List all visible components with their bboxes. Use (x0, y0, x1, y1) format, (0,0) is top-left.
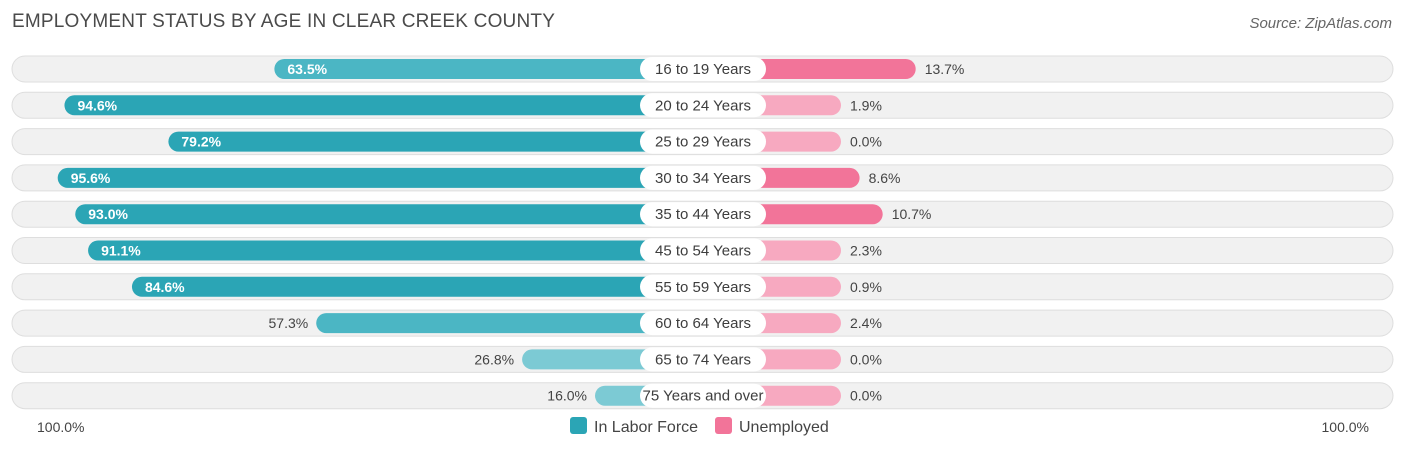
category-label: 35 to 44 Years (655, 206, 751, 223)
value-label-labor-force: 94.6% (77, 97, 117, 113)
value-label-labor-force: 79.2% (181, 134, 221, 150)
bar-labor-force-45-to-54-years (88, 240, 703, 261)
category-label: 30 to 34 Years (655, 170, 751, 187)
category-label-bg (640, 274, 766, 299)
chart-row-35-to-44-years: 35 to 44 Years 93.0% 10.7% (11, 200, 1394, 228)
chart-row-30-to-34-years: 30 to 34 Years 95.6% 8.6% (11, 164, 1394, 192)
value-label-labor-force: 57.3% (269, 315, 309, 331)
chart-row-16-to-19-years: 16 to 19 Years 63.5% 13.7% (11, 55, 1394, 83)
value-label-labor-force: 26.8% (474, 351, 514, 367)
chart-title: EMPLOYMENT STATUS BY AGE IN CLEAR CREEK … (12, 11, 556, 32)
category-label: 25 to 29 Years (655, 134, 751, 151)
category-label-bg (640, 93, 766, 118)
category-label-bg (640, 165, 766, 190)
bar-labor-force-30-to-34-years (57, 167, 703, 188)
value-label-labor-force: 95.6% (71, 170, 111, 186)
category-label-bg (640, 202, 766, 227)
category-label-bg (640, 311, 766, 336)
category-label: 45 to 54 Years (655, 243, 751, 260)
category-label-bg (640, 347, 766, 372)
bar-labor-force-60-to-64-years (316, 313, 703, 334)
axis-left-label: 100.0% (37, 419, 84, 435)
value-label-unemployed: 0.0% (850, 351, 882, 367)
value-label-unemployed: 13.7% (925, 61, 965, 77)
value-label-labor-force: 84.6% (145, 279, 185, 295)
category-label-bg (640, 129, 766, 154)
chart-rows: 16 to 19 Years 63.5% 13.7% 20 to 24 Years 94… (11, 55, 1394, 410)
bar-labor-force-25-to-29-years (168, 131, 703, 152)
chart-row-25-to-29-years: 25 to 29 Years 79.2% 0.0% (11, 128, 1394, 156)
value-label-labor-force: 91.1% (101, 243, 141, 259)
legend-label-labor-force: In Labor Force (594, 419, 698, 436)
value-label-labor-force: 63.5% (287, 61, 327, 77)
chart-row-45-to-54-years: 45 to 54 Years 91.1% 2.3% (11, 237, 1394, 264)
value-label-unemployed: 10.7% (892, 206, 932, 222)
value-label-unemployed: 0.0% (850, 388, 882, 404)
chart-row-20-to-24-years: 20 to 24 Years 94.6% 1.9% (11, 91, 1394, 119)
category-label-bg (640, 383, 766, 408)
bar-labor-force-20-to-24-years (64, 95, 703, 116)
category-label: 55 to 59 Years (655, 279, 751, 296)
legend-swatch-labor-force (570, 417, 587, 434)
axis-right-label: 100.0% (1322, 419, 1369, 435)
value-label-labor-force: 16.0% (547, 388, 587, 404)
value-label-labor-force: 93.0% (88, 206, 128, 222)
category-label: 60 to 64 Years (655, 315, 751, 332)
chart-source: Source: ZipAtlas.com (1249, 15, 1392, 32)
value-label-unemployed: 1.9% (850, 97, 882, 113)
value-label-unemployed: 8.6% (869, 170, 901, 186)
chart-row-55-to-59-years: 55 to 59 Years 84.6% 0.9% (11, 273, 1394, 301)
value-label-unemployed: 2.3% (850, 243, 882, 259)
legend: In Labor Force Unemployed (570, 417, 829, 436)
category-label-bg (640, 238, 766, 263)
bar-labor-force-35-to-44-years (75, 204, 703, 225)
chart-row-60-to-64-years: 60 to 64 Years 57.3% 2.4% (11, 309, 1394, 337)
bar-labor-force-55-to-59-years (131, 276, 703, 297)
chart-row-75-years-and-over: 75 Years and over 16.0% 0.0% (11, 382, 1394, 410)
category-label: 20 to 24 Years (655, 97, 751, 114)
category-label: 65 to 74 Years (655, 351, 751, 368)
bar-labor-force-16-to-19-years (274, 59, 703, 79)
legend-swatch-unemployed (715, 417, 732, 434)
category-label: 75 Years and over (643, 388, 764, 405)
chart-row-65-to-74-years: 65 to 74 Years 26.8% 0.0% (11, 345, 1394, 373)
category-label-bg (640, 57, 766, 81)
value-label-unemployed: 0.9% (850, 279, 882, 295)
legend-label-unemployed: Unemployed (739, 419, 829, 436)
value-label-unemployed: 2.4% (850, 315, 882, 331)
value-label-unemployed: 0.0% (850, 134, 882, 150)
category-label: 16 to 19 Years (655, 61, 751, 78)
